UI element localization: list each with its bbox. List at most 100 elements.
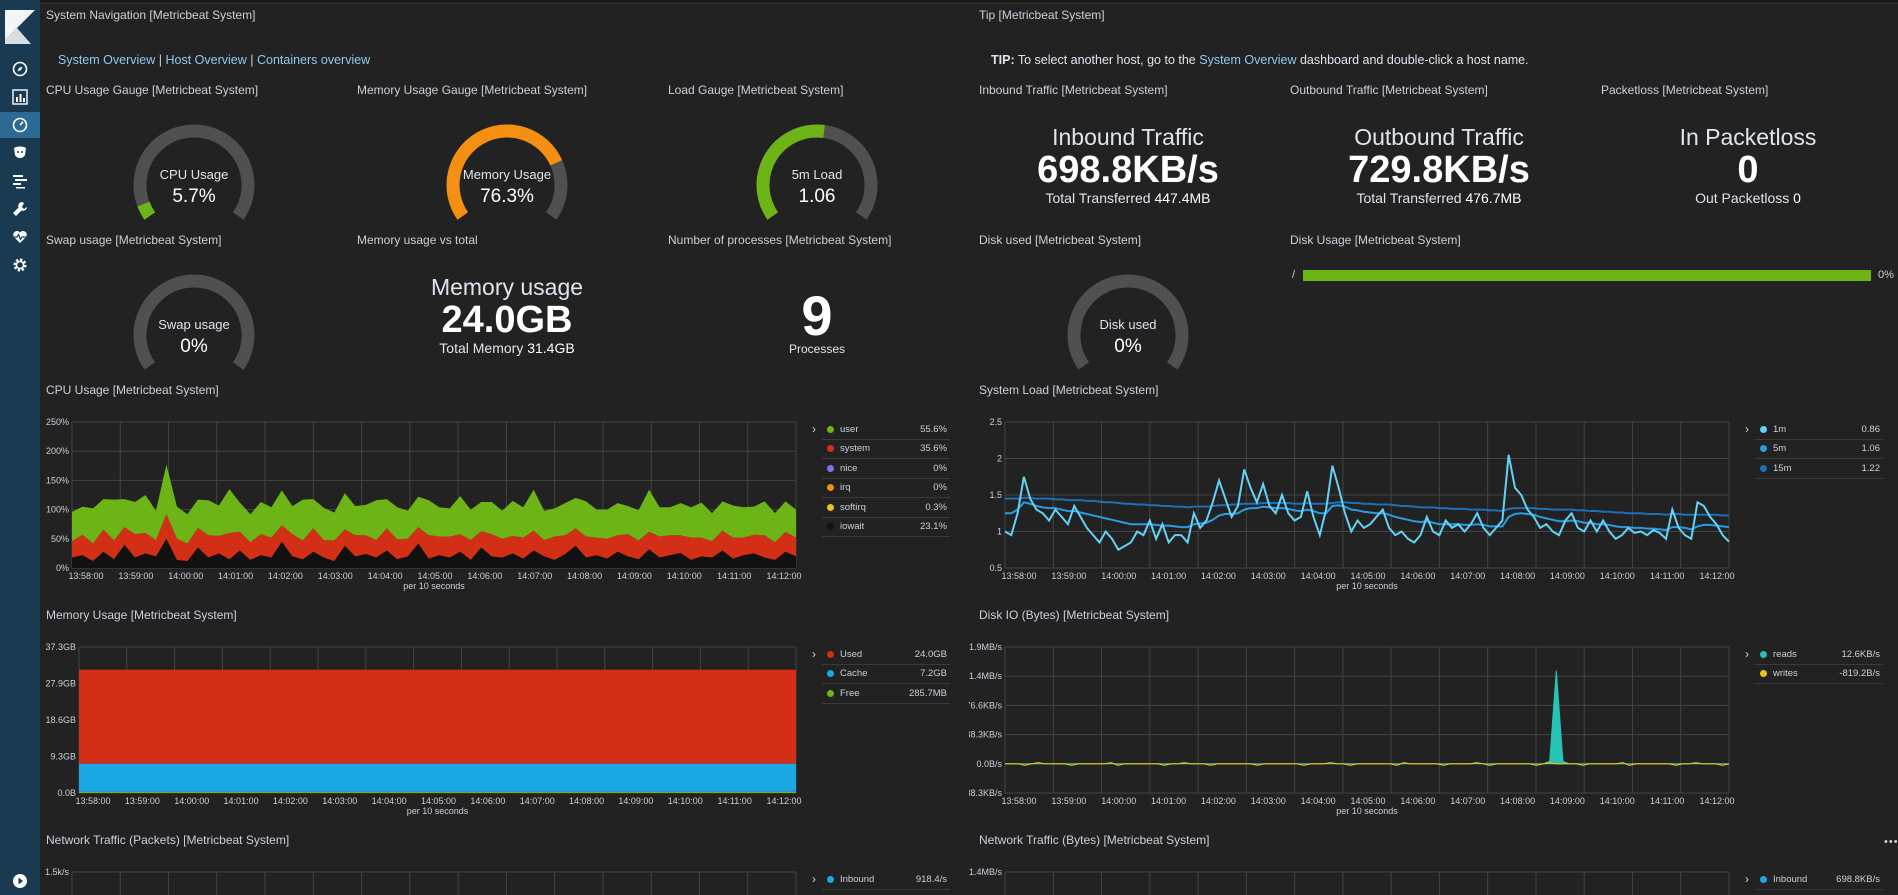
x-tick-label: 13:58:00 xyxy=(1001,796,1036,806)
legend-value: 23.1% xyxy=(920,521,947,533)
legend-item-Cache[interactable]: Cache 7.2GB xyxy=(822,665,950,684)
legend-item-reads[interactable]: reads 12.6KB/s xyxy=(1755,645,1883,665)
x-tick-label: 14:05:00 xyxy=(1350,796,1385,806)
discover-icon[interactable] xyxy=(0,56,40,82)
y-tick-label: 100% xyxy=(46,505,69,515)
net-bytes-legend-toggle-icon[interactable]: › xyxy=(1745,872,1749,886)
x-tick-label: 14:08:00 xyxy=(1500,571,1535,581)
legend-item-Free[interactable]: Free 285.7MB xyxy=(822,684,950,704)
area-iowait xyxy=(72,538,796,568)
legend-item-5m[interactable]: 5m 1.06 xyxy=(1755,440,1883,459)
legend-item-1m[interactable]: 1m 0.86 xyxy=(1755,420,1883,440)
x-tick-label: 13:59:00 xyxy=(1051,571,1086,581)
diskio-legend-toggle-icon[interactable]: › xyxy=(1745,647,1749,661)
legend-item-softirq[interactable]: softirq 0.3% xyxy=(822,498,950,518)
load-gauge xyxy=(756,124,878,220)
legend-value: -819.2B/s xyxy=(1839,668,1880,680)
legend-label: user xyxy=(840,423,859,435)
disk-used-value: 0% xyxy=(1114,336,1142,357)
tip-text-after: dashboard and double-click a host name. xyxy=(1299,53,1529,67)
legend-value: 285.7MB xyxy=(908,687,947,699)
legend-item-iowait[interactable]: iowait 23.1% xyxy=(822,518,950,537)
collapse-icon[interactable] xyxy=(0,868,40,894)
monitoring-icon[interactable] xyxy=(0,224,40,250)
kibana-logo-icon[interactable] xyxy=(5,10,35,44)
y-tick-label: 1.9MB/s xyxy=(969,642,1002,652)
x-tick-label: 14:04:00 xyxy=(372,796,407,806)
legend-value: 7.2GB xyxy=(920,668,947,680)
swap-gauge xyxy=(133,274,255,370)
link-system-overview[interactable]: System Overview xyxy=(58,53,156,67)
timelion-icon[interactable] xyxy=(0,140,40,166)
link-host-overview[interactable]: Host Overview xyxy=(165,53,247,67)
swap-gauge-value: 0% xyxy=(180,336,208,357)
memory-legend: Used 24.0GB Cache 7.2GB Free 285.7MB xyxy=(822,645,950,704)
x-tick-label: 14:04:00 xyxy=(368,571,403,581)
management-icon[interactable] xyxy=(0,196,40,222)
panel-title-mem-gauge: Memory Usage Gauge [Metricbeat System] xyxy=(357,83,588,97)
x-tick-label: 14:08:00 xyxy=(567,571,602,581)
dashboard-icon[interactable] xyxy=(0,112,40,138)
devtools-icon[interactable] xyxy=(0,168,40,194)
outbound-total-value: 476.7MB xyxy=(1465,190,1522,206)
x-tick-label: 14:09:00 xyxy=(1550,796,1585,806)
legend-item-Inbound[interactable]: Inbound 918.4/s xyxy=(822,870,950,890)
gauge-track xyxy=(1067,274,1189,370)
disk-usage-bar[interactable] xyxy=(1303,270,1871,281)
legend-item-irq[interactable]: irq 0% xyxy=(822,479,950,498)
total-memory-label: Total Memory xyxy=(439,340,524,356)
memory-legend-toggle-icon[interactable]: › xyxy=(812,647,816,661)
x-tick-label: 13:58:00 xyxy=(75,796,110,806)
cpu-usage-chart[interactable]: 250% 200% 150% 100% 50% 0%13:58:00 13:59:00 14:… xyxy=(36,412,806,598)
link-containers-overview[interactable]: Containers overview xyxy=(256,53,371,67)
net-packets-legend-toggle-icon[interactable]: › xyxy=(812,872,816,886)
cpu-gauge-value: 5.7% xyxy=(172,186,216,207)
legend-item-writes[interactable]: writes -819.2B/s xyxy=(1755,665,1883,684)
x-tick-label: 14:00:00 xyxy=(168,571,203,581)
area-Free xyxy=(79,791,796,793)
panel-title-packetloss: Packetloss [Metricbeat System] xyxy=(1601,83,1769,97)
legend-value: 35.6% xyxy=(920,443,947,455)
disk-mount-label: / xyxy=(1292,269,1296,281)
panel-title-memory-usage: Memory Usage [Metricbeat System] xyxy=(46,608,237,622)
legend-item-system[interactable]: system 35.6% xyxy=(822,440,950,459)
y-tick-label: 50% xyxy=(51,534,69,544)
x-tick-label: 14:02:00 xyxy=(1201,571,1236,581)
legend-item-user[interactable]: user 55.6% xyxy=(822,420,950,440)
legend-item-Used[interactable]: Used 24.0GB xyxy=(822,645,950,665)
memory-usage-label: Memory usage xyxy=(430,274,584,300)
legend-dot xyxy=(827,484,834,492)
system-load-chart[interactable]: 2.5 2 1.5 1 0.513:58:00 13:59:00 14:00:00 14:01… xyxy=(969,412,1739,598)
x-tick-label: 13:59:00 xyxy=(125,796,160,806)
panel-options-icon[interactable]: ••• xyxy=(1884,836,1898,848)
in-packetloss-label: In Packetloss xyxy=(1679,124,1817,150)
x-tick-label: 14:03:00 xyxy=(1251,571,1286,581)
x-tick-label: 13:59:00 xyxy=(1051,796,1086,806)
legend-item-Inbound[interactable]: Inbound 698.8KB/s xyxy=(1755,870,1883,890)
legend-item-15m[interactable]: 15m 1.22 xyxy=(1755,459,1883,479)
x-tick-label: 14:09:00 xyxy=(617,571,652,581)
out-packetloss-label: Out Packetloss xyxy=(1695,190,1790,206)
load-gauge-value: 1.06 xyxy=(798,186,836,207)
panel-title-swap: Swap usage [Metricbeat System] xyxy=(46,233,222,247)
in-packetloss-value: 0 xyxy=(1737,149,1759,191)
line-5m xyxy=(1005,501,1730,532)
inbound-total-value: 447.4MB xyxy=(1154,190,1211,206)
x-tick-label: 14:02:00 xyxy=(268,571,303,581)
total-memory-value: 31.4GB xyxy=(527,340,575,356)
chart-grid xyxy=(1004,871,1730,895)
settings-icon[interactable] xyxy=(0,252,40,278)
network-packets-chart[interactable]: 1.5k/s xyxy=(36,862,806,895)
legend-item-nice[interactable]: nice 0% xyxy=(822,459,950,479)
legend-label: system xyxy=(840,443,871,455)
disk-io-chart[interactable]: 1.9MB/s 1.4MB/s 976.6KB/s 488.3KB/s 0.0B/s -4… xyxy=(969,637,1739,823)
cpu-legend-toggle-icon[interactable]: › xyxy=(812,422,816,436)
visualize-icon[interactable] xyxy=(0,84,40,110)
legend-dot xyxy=(827,689,834,697)
x-tick-label: 14:02:00 xyxy=(1201,796,1236,806)
network-bytes-chart[interactable]: 1.4MB/s xyxy=(969,862,1739,895)
load-legend-toggle-icon[interactable]: › xyxy=(1745,422,1749,436)
tip-link-system-overview[interactable]: System Overview xyxy=(1199,53,1297,67)
x-tick-label: 14:09:00 xyxy=(618,796,653,806)
